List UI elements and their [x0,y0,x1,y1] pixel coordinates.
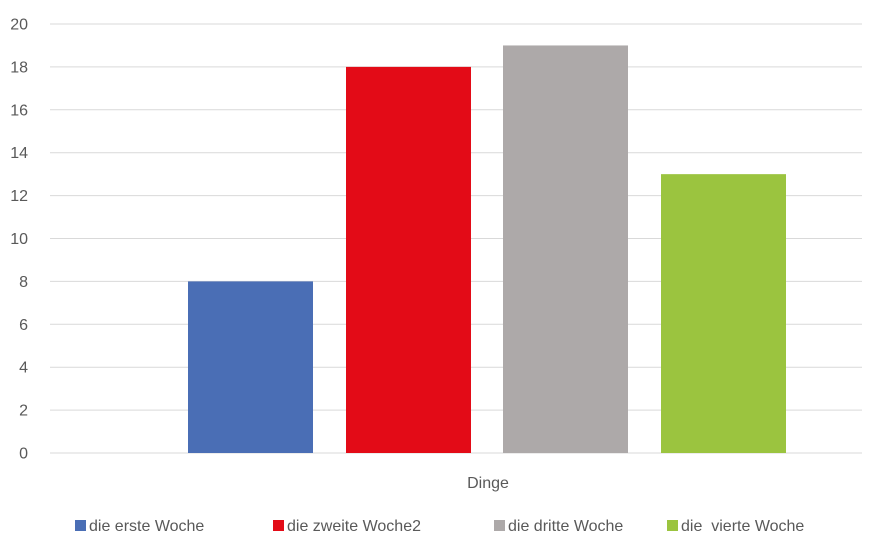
y-tick-label: 8 [19,274,28,291]
y-tick-label: 18 [10,59,28,76]
bar-2 [346,66,471,454]
y-tick-label: 16 [10,102,28,119]
y-tick-label: 14 [10,145,28,162]
legend-label: die zweite Woche2 [287,518,421,534]
y-tick-label: 0 [19,446,28,463]
legend-entry-2: die zweite Woche2 [273,518,421,534]
y-tick-label: 6 [19,317,28,334]
legend-swatch [667,520,678,531]
legend-swatch [273,520,284,531]
y-axis-tick-labels: 0 2 4 6 8 10 12 14 16 18 20 [10,17,28,463]
y-tick-label: 12 [10,188,28,205]
x-axis-category-labels: Dinge [467,475,509,492]
y-tick-label: 10 [10,231,28,248]
legend-label: die vierte Woche [681,518,804,534]
legend-entry-3: die dritte Woche [494,518,623,534]
y-tick-label: 20 [10,17,28,34]
y-tick-label: 2 [19,403,28,420]
legend-entry-4: die vierte Woche [667,518,804,534]
legend-label: die dritte Woche [508,518,623,534]
y-tick-label: 4 [19,360,28,377]
bar-3 [503,45,628,453]
bar-1 [188,281,313,453]
legend: die erste Woche die zweite Woche2 die drit… [75,518,804,534]
x-category-label: Dinge [467,475,509,492]
legend-swatch [494,520,505,531]
legend-label: die erste Woche [89,518,204,534]
bars [188,45,786,454]
bar-4 [661,174,786,453]
legend-entry-1: die erste Woche [75,518,204,534]
legend-swatch [75,520,86,531]
